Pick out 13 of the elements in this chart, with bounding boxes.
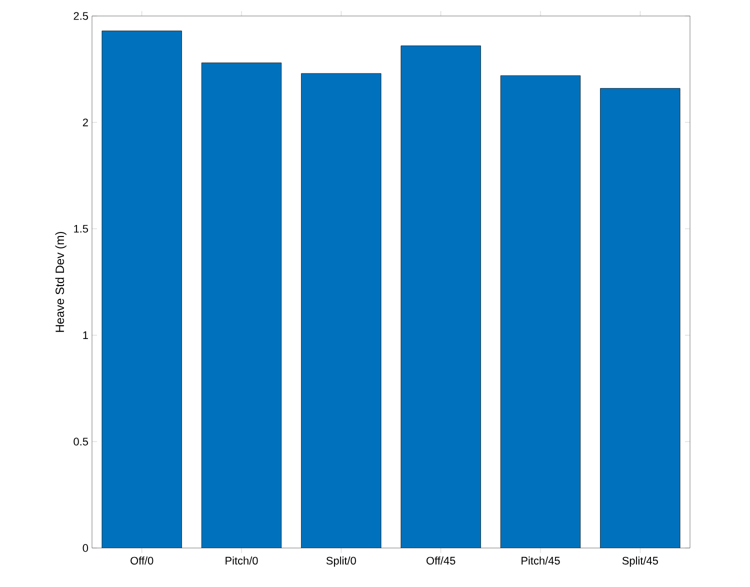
y-axis-title: Heave Std Dev (m) bbox=[55, 232, 66, 332]
x-tick-label: Pitch/0 bbox=[226, 556, 258, 565]
y-tick-label: 2 bbox=[82, 118, 88, 126]
x-tick-label: Off/45 bbox=[426, 556, 456, 565]
x-tick-label: Off/0 bbox=[130, 556, 154, 565]
x-tick-label: Pitch/45 bbox=[522, 556, 560, 565]
y-tick-label: 1 bbox=[83, 331, 88, 339]
y-tick-label: 0 bbox=[82, 544, 88, 552]
y-tick-label: 1.5 bbox=[74, 224, 88, 233]
y-tick-label: 2.5 bbox=[74, 12, 88, 20]
x-tick-label: Split/0 bbox=[326, 556, 356, 567]
x-tick-label: Split/45 bbox=[622, 556, 658, 567]
y-tick-label: 0.5 bbox=[74, 438, 88, 446]
